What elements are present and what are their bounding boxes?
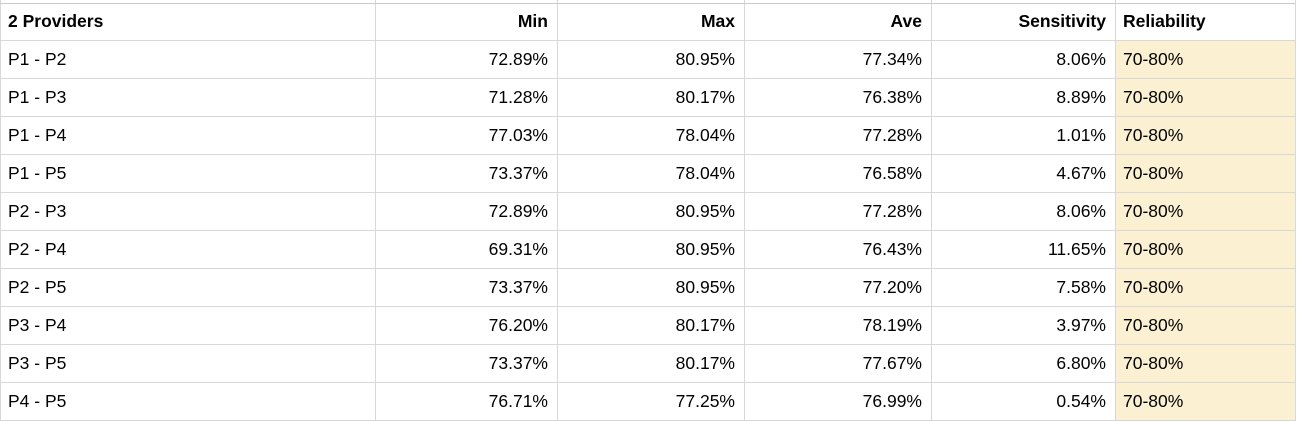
cell-min[interactable]: 76.71% (375, 382, 558, 421)
cell-max[interactable]: 80.95% (557, 192, 745, 231)
cell-min[interactable]: 73.37% (375, 154, 558, 193)
cell-sensitivity[interactable]: 8.89% (931, 78, 1116, 117)
cell-sensitivity[interactable]: 1.01% (931, 116, 1116, 155)
cell-min[interactable]: 71.28% (375, 78, 558, 117)
cell-ave[interactable]: 77.28% (744, 192, 932, 231)
cell-ave[interactable]: 76.43% (744, 230, 932, 269)
column-header-min[interactable]: Min (375, 0, 558, 41)
column-header-ave[interactable]: Ave (744, 0, 932, 41)
cell-min[interactable]: 77.03% (375, 116, 558, 155)
table-header: 2 Providers Min Max Ave Sensitivity Reliabili… (0, 0, 1296, 41)
table-row: P2 - P3 72.89% 80.95% 77.28% 8.06% 70-80% (0, 192, 1296, 231)
cell-min[interactable]: 73.37% (375, 344, 558, 383)
cell-providers[interactable]: P3 - P4 (0, 306, 376, 345)
table-row: P1 - P2 72.89% 80.95% 77.34% 8.06% 70-80% (0, 40, 1296, 79)
cell-providers[interactable]: P1 - P2 (0, 40, 376, 79)
cell-providers[interactable]: P2 - P4 (0, 230, 376, 269)
column-header-sensitivity[interactable]: Sensitivity (931, 0, 1116, 41)
cell-providers[interactable]: P1 - P3 (0, 78, 376, 117)
cell-ave[interactable]: 77.28% (744, 116, 932, 155)
cell-providers[interactable]: P2 - P3 (0, 192, 376, 231)
cell-ave[interactable]: 77.34% (744, 40, 932, 79)
cell-max[interactable]: 78.04% (557, 116, 745, 155)
column-header-reliability[interactable]: Reliability (1115, 0, 1296, 41)
cell-sensitivity[interactable]: 0.54% (931, 382, 1116, 421)
cell-ave[interactable]: 76.38% (744, 78, 932, 117)
cell-min[interactable]: 76.20% (375, 306, 558, 345)
table-row: P1 - P5 73.37% 78.04% 76.58% 4.67% 70-80% (0, 154, 1296, 193)
cell-reliability[interactable]: 70-80% (1115, 344, 1296, 383)
cell-reliability[interactable]: 70-80% (1115, 382, 1296, 421)
cell-min[interactable]: 72.89% (375, 40, 558, 79)
cell-reliability[interactable]: 70-80% (1115, 116, 1296, 155)
cell-reliability[interactable]: 70-80% (1115, 230, 1296, 269)
cell-sensitivity[interactable]: 4.67% (931, 154, 1116, 193)
cell-reliability[interactable]: 70-80% (1115, 268, 1296, 307)
cell-ave[interactable]: 76.99% (744, 382, 932, 421)
cell-max[interactable]: 80.95% (557, 268, 745, 307)
table-row: P1 - P3 71.28% 80.17% 76.38% 8.89% 70-80% (0, 78, 1296, 117)
cell-max[interactable]: 77.25% (557, 382, 745, 421)
cell-providers[interactable]: P2 - P5 (0, 268, 376, 307)
cell-sensitivity[interactable]: 11.65% (931, 230, 1116, 269)
cell-reliability[interactable]: 70-80% (1115, 154, 1296, 193)
table-row: P3 - P5 73.37% 80.17% 77.67% 6.80% 70-80% (0, 344, 1296, 383)
cell-reliability[interactable]: 70-80% (1115, 192, 1296, 231)
cell-min[interactable]: 69.31% (375, 230, 558, 269)
table-body: P1 - P2 72.89% 80.95% 77.34% 8.06% 70-80% P1 -… (0, 40, 1296, 421)
cell-ave[interactable]: 77.20% (744, 268, 932, 307)
table-row: P4 - P5 76.71% 77.25% 76.99% 0.54% 70-80% (0, 382, 1296, 421)
cell-max[interactable]: 80.95% (557, 40, 745, 79)
cell-ave[interactable]: 77.67% (744, 344, 932, 383)
cell-max[interactable]: 80.17% (557, 78, 745, 117)
cell-providers[interactable]: P1 - P5 (0, 154, 376, 193)
cell-max[interactable]: 78.04% (557, 154, 745, 193)
cell-providers[interactable]: P3 - P5 (0, 344, 376, 383)
cell-providers[interactable]: P1 - P4 (0, 116, 376, 155)
cell-reliability[interactable]: 70-80% (1115, 306, 1296, 345)
column-header-max[interactable]: Max (557, 0, 745, 41)
cell-max[interactable]: 80.17% (557, 306, 745, 345)
cell-sensitivity[interactable]: 6.80% (931, 344, 1116, 383)
column-header-providers[interactable]: 2 Providers (0, 0, 376, 41)
table-row: P2 - P5 73.37% 80.95% 77.20% 7.58% 70-80% (0, 268, 1296, 307)
cell-sensitivity[interactable]: 3.97% (931, 306, 1116, 345)
cell-reliability[interactable]: 70-80% (1115, 40, 1296, 79)
cell-sensitivity[interactable]: 7.58% (931, 268, 1116, 307)
cell-min[interactable]: 73.37% (375, 268, 558, 307)
cell-ave[interactable]: 78.19% (744, 306, 932, 345)
cell-sensitivity[interactable]: 8.06% (931, 40, 1116, 79)
cell-ave[interactable]: 76.58% (744, 154, 932, 193)
cell-providers[interactable]: P4 - P5 (0, 382, 376, 421)
cell-max[interactable]: 80.17% (557, 344, 745, 383)
table-row: P3 - P4 76.20% 80.17% 78.19% 3.97% 70-80% (0, 306, 1296, 345)
cell-min[interactable]: 72.89% (375, 192, 558, 231)
header-row: 2 Providers Min Max Ave Sensitivity Reliabili… (0, 0, 1296, 41)
cell-max[interactable]: 80.95% (557, 230, 745, 269)
cell-reliability[interactable]: 70-80% (1115, 78, 1296, 117)
table-row: P1 - P4 77.03% 78.04% 77.28% 1.01% 70-80% (0, 116, 1296, 155)
table-row: P2 - P4 69.31% 80.95% 76.43% 11.65% 70-80% (0, 230, 1296, 269)
cell-sensitivity[interactable]: 8.06% (931, 192, 1116, 231)
